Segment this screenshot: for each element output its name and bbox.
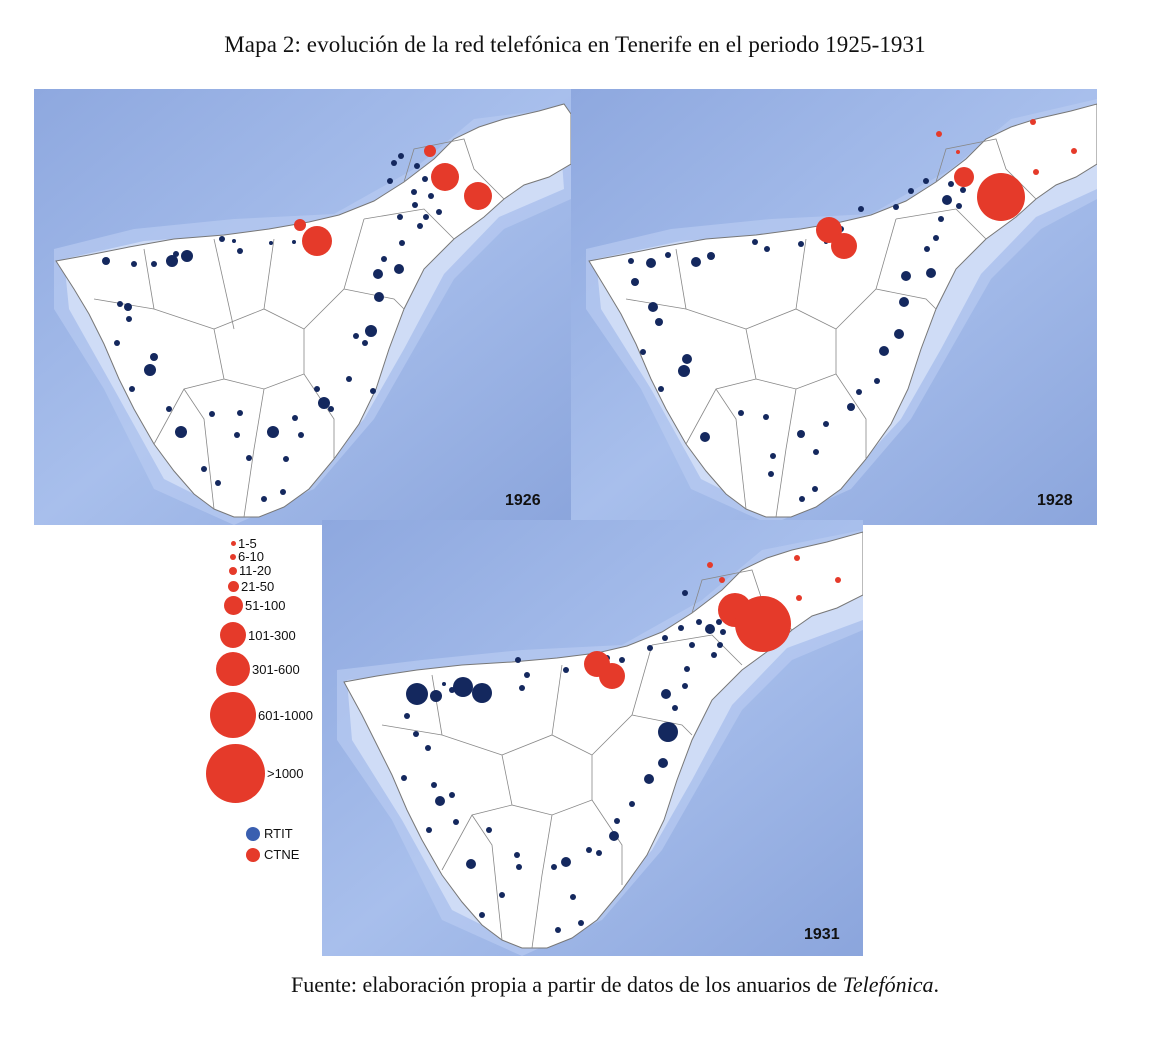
rtit-dots-1926 bbox=[102, 153, 442, 502]
map-1926-svg bbox=[34, 89, 571, 525]
map-1928: 1928 bbox=[571, 89, 1097, 525]
legend-size-11-20: 11-20 bbox=[229, 563, 271, 578]
map-legend: 1-5 6-10 11-20 21-50 51-100 101-300 301-… bbox=[200, 536, 330, 956]
rtit-swatch bbox=[246, 826, 260, 841]
map-1931: 1931 bbox=[322, 520, 863, 956]
rtit-dots-1931 bbox=[401, 590, 726, 933]
map-year-label: 1926 bbox=[505, 492, 541, 509]
figure-title: Mapa 2: evolución de la red telefónica e… bbox=[224, 32, 926, 57]
legend-size-601-1000: 601-1000 bbox=[210, 692, 313, 738]
ctne-dots-1926 bbox=[294, 145, 492, 256]
legend-size-101-300: 101-300 bbox=[220, 622, 296, 648]
map-year-label: 1931 bbox=[804, 926, 840, 943]
legend-network-ctne: CTNE bbox=[246, 847, 299, 862]
legend-size-over-1000: >1000 bbox=[206, 744, 304, 803]
legend-size-301-600: 301-600 bbox=[216, 652, 300, 686]
ctne-dots-1928 bbox=[816, 119, 1077, 259]
legend-size-51-100: 51-100 bbox=[224, 596, 285, 615]
map-1931-svg bbox=[322, 520, 863, 956]
map-1926: 1926 bbox=[34, 89, 571, 525]
legend-size-6-10: 6-10 bbox=[230, 549, 264, 564]
legend-size-21-50: 21-50 bbox=[228, 579, 274, 594]
ctne-swatch bbox=[246, 847, 260, 862]
legend-network-rtit: RTIT bbox=[246, 826, 293, 841]
ctne-dots-1931 bbox=[584, 555, 841, 689]
legend-size-1-5: 1-5 bbox=[231, 536, 257, 551]
map-1928-svg bbox=[571, 89, 1097, 525]
figure-source: Fuente: elaboración propia a partir de d… bbox=[290, 972, 939, 997]
map-year-label: 1928 bbox=[1037, 492, 1073, 509]
